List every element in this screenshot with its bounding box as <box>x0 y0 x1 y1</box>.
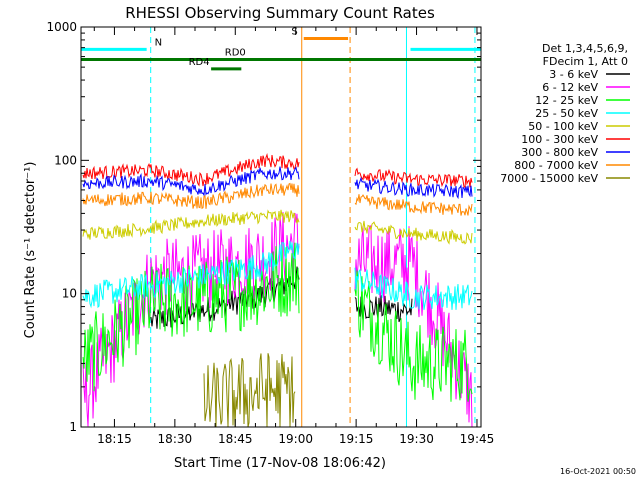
y-axis-label: Count Rate (s⁻¹ detector⁻¹) <box>23 162 38 339</box>
legend: Det 1,3,4,5,6,9, FDecim 1, Att 0 3 - 6 k… <box>500 42 630 185</box>
chart-title: RHESSI Observing Summary Count Rates <box>125 4 435 22</box>
plot-frame <box>80 26 482 428</box>
series-trace <box>82 211 473 428</box>
legend-header-line-2: FDecim 1, Att 0 <box>543 55 628 68</box>
legend-label: 50 - 100 keV <box>528 120 598 133</box>
series-7000-15000-kev <box>203 353 296 428</box>
x-axis-label: Start Time (17-Nov-08 18:06:42) <box>174 456 386 471</box>
legend-label: 3 - 6 keV <box>549 68 598 81</box>
y-tick-label: 1000 <box>46 20 77 34</box>
axes: 1 10 100 1000 18:15 18:30 18:45 19:00 19:15 19:30… <box>46 20 494 446</box>
legend-label: 300 - 800 keV <box>521 146 598 159</box>
legend-label: 25 - 50 keV <box>535 107 598 120</box>
x-tick-label: 19:45 <box>460 432 495 446</box>
series-50-100-kev <box>82 209 473 245</box>
flag-label: S <box>291 26 297 37</box>
legend-header-line-1: Det 1,3,4,5,6,9, <box>542 42 628 55</box>
flag-label: N <box>155 37 162 48</box>
x-tick-label: 19:15 <box>339 432 374 446</box>
series-800-7000-kev <box>82 182 473 216</box>
footer-timestamp: 16-Oct-2021 00:50 <box>560 467 636 476</box>
series-25-50-kev <box>82 240 473 310</box>
series-trace <box>82 166 473 200</box>
x-tick-label: 19:00 <box>278 432 313 446</box>
x-tick-label: 19:30 <box>399 432 434 446</box>
series-6-12-kev <box>82 211 473 428</box>
y-tick-label: 100 <box>54 153 77 167</box>
legend-label: 7000 - 15000 keV <box>500 172 598 185</box>
flag-label: RD0 <box>225 48 246 59</box>
legend-label: 6 - 12 keV <box>542 81 598 94</box>
series-trace <box>82 209 473 245</box>
x-tick-label: 18:45 <box>218 432 253 446</box>
series-100-300-kev <box>82 152 473 188</box>
series-trace <box>82 182 473 216</box>
legend-label: 12 - 25 keV <box>535 94 598 107</box>
series-300-800-kev <box>82 166 473 200</box>
series-trace <box>203 353 296 428</box>
flag-label: RD4 <box>189 57 210 68</box>
series-trace <box>82 152 473 188</box>
legend-label: 800 - 7000 keV <box>514 159 598 172</box>
x-tick-label: 18:15 <box>97 432 132 446</box>
x-tick-label: 18:30 <box>158 432 193 446</box>
plot-area: N S RD0 RD4 <box>81 26 481 428</box>
y-tick-label: 10 <box>62 287 77 301</box>
legend-label: 100 - 300 keV <box>521 133 598 146</box>
y-tick-label: 1 <box>69 420 77 434</box>
series-trace <box>82 240 473 310</box>
